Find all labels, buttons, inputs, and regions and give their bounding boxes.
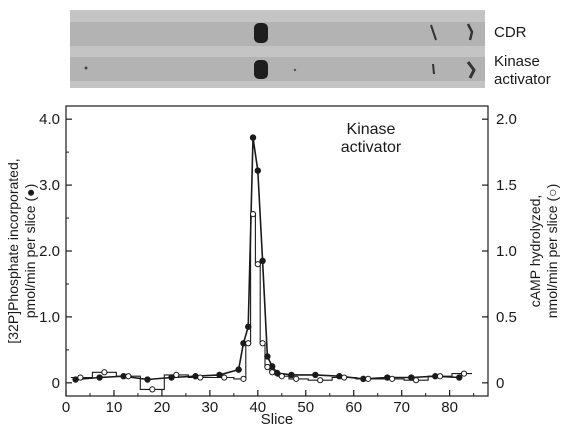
point-phosphate	[249, 134, 257, 141]
series-layer	[70, 134, 472, 393]
y-axis-right: 0 0.5 1.0 1.5 2.0	[482, 111, 517, 392]
x-tick-label: 0	[62, 399, 70, 416]
x-axis-label: Slice	[261, 411, 294, 428]
x-tick-label: 20	[154, 399, 171, 416]
annotation-text: Kinase activator	[341, 121, 402, 156]
point-phosphate	[245, 323, 252, 330]
point-camp	[436, 373, 444, 380]
y-right-tick-label: 1.5	[496, 177, 517, 194]
series-line-phosphate	[75, 137, 460, 381]
point-phosphate	[312, 371, 319, 379]
y-right-tick-label: 0	[496, 375, 504, 392]
point-camp	[293, 375, 300, 382]
chart-annotation: Kinase activator	[341, 121, 402, 156]
point-phosphate	[288, 371, 295, 379]
y-left-tick-label: 0	[52, 375, 60, 392]
y-left-label-text: [32P]Phosphate incorporated,pmol/min per…	[5, 158, 38, 343]
point-camp	[259, 340, 266, 347]
point-camp	[149, 386, 156, 393]
point-phosphate	[240, 340, 247, 347]
y-right-tick-label: 0.5	[496, 309, 517, 326]
point-phosphate	[259, 257, 266, 265]
x-tick-label: 10	[106, 399, 123, 416]
point-camp	[264, 363, 271, 371]
point-phosphate	[254, 167, 262, 174]
point-camp	[245, 340, 252, 347]
point-phosphate	[264, 353, 271, 360]
x-tick-label: 40	[249, 399, 266, 416]
point-phosphate	[216, 371, 223, 379]
y-left-tick-label: 1.0	[39, 309, 60, 326]
y-axis-label-left: [32P]Phosphate incorporated,pmol/min per…	[5, 158, 38, 343]
gel-mark	[84, 66, 88, 70]
point-camp	[240, 375, 247, 382]
point-camp	[412, 377, 420, 384]
point-camp	[269, 369, 276, 376]
point-phosphate	[168, 374, 175, 381]
y-right-tick-label: 2.0	[496, 111, 517, 128]
gel-band-kinase	[254, 60, 268, 79]
point-camp	[460, 370, 468, 377]
gel-mark	[466, 61, 476, 79]
gel-mark	[430, 24, 437, 41]
y-left-tick-label: 3.0	[39, 177, 60, 194]
point-camp	[221, 374, 228, 381]
x-axis: 0 10 20 30 40 50 60 70 80	[62, 390, 475, 416]
point-phosphate	[144, 376, 151, 383]
point-phosphate	[408, 374, 415, 381]
gel-mark	[432, 63, 435, 75]
point-camp	[365, 375, 372, 382]
y-right-label-text: cAMP hydrolyzed,nmol/min per slice (○)	[527, 184, 560, 318]
y-axis-label-right: cAMP hydrolyzed,nmol/min per slice (○)	[527, 184, 560, 318]
gel-band-cdr	[254, 23, 268, 43]
gel-lane-cdr	[70, 22, 485, 46]
gel-lane-kinase	[70, 57, 485, 81]
point-camp	[254, 261, 261, 268]
gel-mark	[293, 68, 297, 72]
point-camp	[388, 375, 396, 382]
y-axis-left: 0 1.0 2.0 3.0 4.0	[39, 111, 72, 392]
point-phosphate	[235, 366, 242, 373]
x-tick-label: 70	[393, 399, 410, 416]
gel-lane-label-kinase: Kinase activator	[494, 53, 551, 88]
plot-frame	[65, 105, 489, 397]
point-camp	[197, 374, 204, 381]
point-phosphate	[96, 374, 103, 381]
point-camp	[278, 373, 285, 380]
point-camp	[173, 371, 180, 379]
x-tick-label: 60	[345, 399, 362, 416]
point-phosphate	[456, 374, 463, 381]
gel-image: CDR Kinase activator	[70, 10, 551, 88]
y-left-tick-label: 2.0	[39, 243, 60, 260]
point-camp	[317, 377, 324, 384]
x-tick-label: 30	[202, 399, 219, 416]
point-camp	[77, 374, 84, 381]
x-tick-label: 80	[441, 399, 458, 416]
point-camp	[249, 210, 257, 218]
point-camp	[341, 374, 348, 381]
point-camp	[101, 369, 108, 376]
x-tick-label: 50	[297, 399, 314, 416]
point-camp	[125, 373, 132, 380]
chart: 0 10 20 30 40 50 60 70 80 0 1.0 2.0 3.0 4.0 0 0.5 1.0 1…	[5, 105, 560, 428]
y-left-tick-label: 4.0	[39, 111, 60, 128]
y-right-tick-label: 1.0	[496, 243, 517, 260]
point-phosphate	[269, 363, 276, 370]
gel-mark	[466, 23, 474, 41]
gel-lane-label-cdr: CDR	[494, 24, 527, 41]
